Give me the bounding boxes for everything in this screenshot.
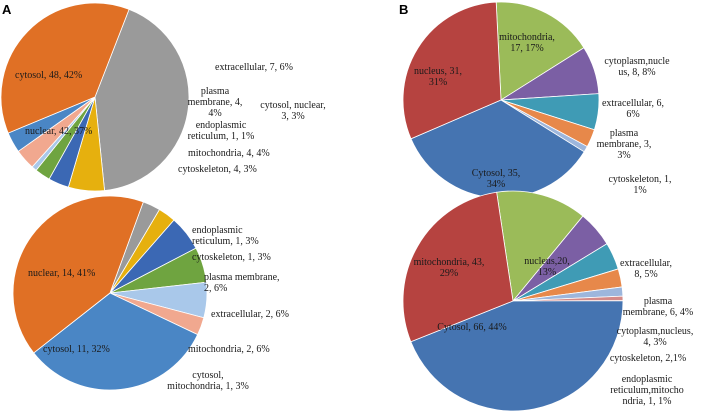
pie-chart-2: endoplasmic reticulum, 1, 3% cytoskeleton,… xyxy=(12,195,289,392)
pie-3-slice-label-1: mitochondria, 17, 17% xyxy=(499,32,555,54)
pie-4-slice-label-6: endoplasmic reticulum,mitocho ndria, 1, 1% xyxy=(610,374,684,407)
pie-chart-1: cytosol, 48, 42% extracellular, 7, 6% plas… xyxy=(0,2,326,192)
pie-2-slice-8 xyxy=(12,195,144,354)
pie-4-slice-label-1: nucleus,20, 13% xyxy=(524,256,570,278)
pie-2-slice-label-6: cytosol, mitochondria, 1, 3% xyxy=(167,370,249,392)
pie-2-slice-label-8: nuclear, 14, 41% xyxy=(28,268,95,279)
pie-2-slice-label-2: cytoskeleton, 1, 3% xyxy=(192,252,271,263)
pie-3-slice-label-5: cytoskeleton, 1, 1% xyxy=(608,174,671,196)
pie-2-slice-7 xyxy=(33,292,199,391)
pie-2-slice-label-3: plasma membrane, 2, 6% xyxy=(204,272,280,294)
pie-4-slice-label-8: mitochondria, 43, 29% xyxy=(414,257,485,279)
pie-3-slice-label-4: plasma membrane, 3, 3% xyxy=(597,128,652,161)
pie-2-slice-label-7: cytosol, 11, 32% xyxy=(43,344,110,355)
pie-1-slice-label-6: mitochondria, 4, 4% xyxy=(188,148,270,159)
pie-3-slice-label-2: cytoplasm,nucle us, 8, 8% xyxy=(604,56,670,78)
pie-1-slice-label-4: cytosol, nuclear, 3, 3% xyxy=(260,100,325,122)
panel-label-b: B xyxy=(399,2,408,17)
pie-3-slice-label-6: Cytosol, 35, 34% xyxy=(472,168,521,190)
pie-1-slice-label-2: extracellular, 7, 6% xyxy=(215,62,293,73)
pie-2-slice-label-5: mitochondria, 2, 6% xyxy=(188,344,270,355)
pie-1-slice-label-1: cytosol, 48, 42% xyxy=(15,70,82,81)
pie-1-slice-8 xyxy=(0,2,130,134)
pie-4-slice-label-3: plasma membrane, 6, 4% xyxy=(623,296,694,318)
pie-3-slice-label-3: extracellular, 6, 6% xyxy=(602,98,664,120)
pie-1-slice-label-3: plasma membrane, 4, 4% xyxy=(188,86,243,119)
pie-2-slice-label-4: extracellular, 2, 6% xyxy=(211,309,289,320)
pie-chart-4: nucleus,20, 13% extracellular, 8, 5% plasma m… xyxy=(402,190,694,412)
pie-4-slice-8 xyxy=(402,191,514,343)
pie-3-slice-label-7: nucleus, 31, 31% xyxy=(414,66,462,88)
pie-4-slice-label-5: cytoskeleton, 2,1% xyxy=(610,353,686,364)
pie-4-slice-7 xyxy=(410,300,624,412)
pie-chart-3: mitochondria, 17, 17% cytoplasm,nucle us, 8… xyxy=(402,1,672,199)
pie-2-slice-label-1: endoplasmic reticulum, 1, 3% xyxy=(192,225,259,247)
pie-3-slice-7 xyxy=(402,1,502,140)
pie-1-slice-label-7: cytoskeleton, 4, 3% xyxy=(178,164,257,175)
pie-4-slice-label-2: extracellular, 8, 5% xyxy=(620,258,672,280)
pie-4-slice-1 xyxy=(496,190,584,302)
pie-3-slice-1 xyxy=(495,1,585,101)
pie-4-slice-label-7: Cytosol, 66, 44% xyxy=(437,322,506,333)
pie-1-slice-1 xyxy=(94,8,190,191)
pie-1-slice-label-5: endoplasmic reticulum, 1, 1% xyxy=(188,120,255,142)
pie-1-slice-label-8: nuclear, 42, 37% xyxy=(25,126,92,137)
panel-label-a: A xyxy=(2,2,12,17)
pie-4-slice-label-4: cytoplasm,nucleus, 4, 3% xyxy=(617,326,694,348)
